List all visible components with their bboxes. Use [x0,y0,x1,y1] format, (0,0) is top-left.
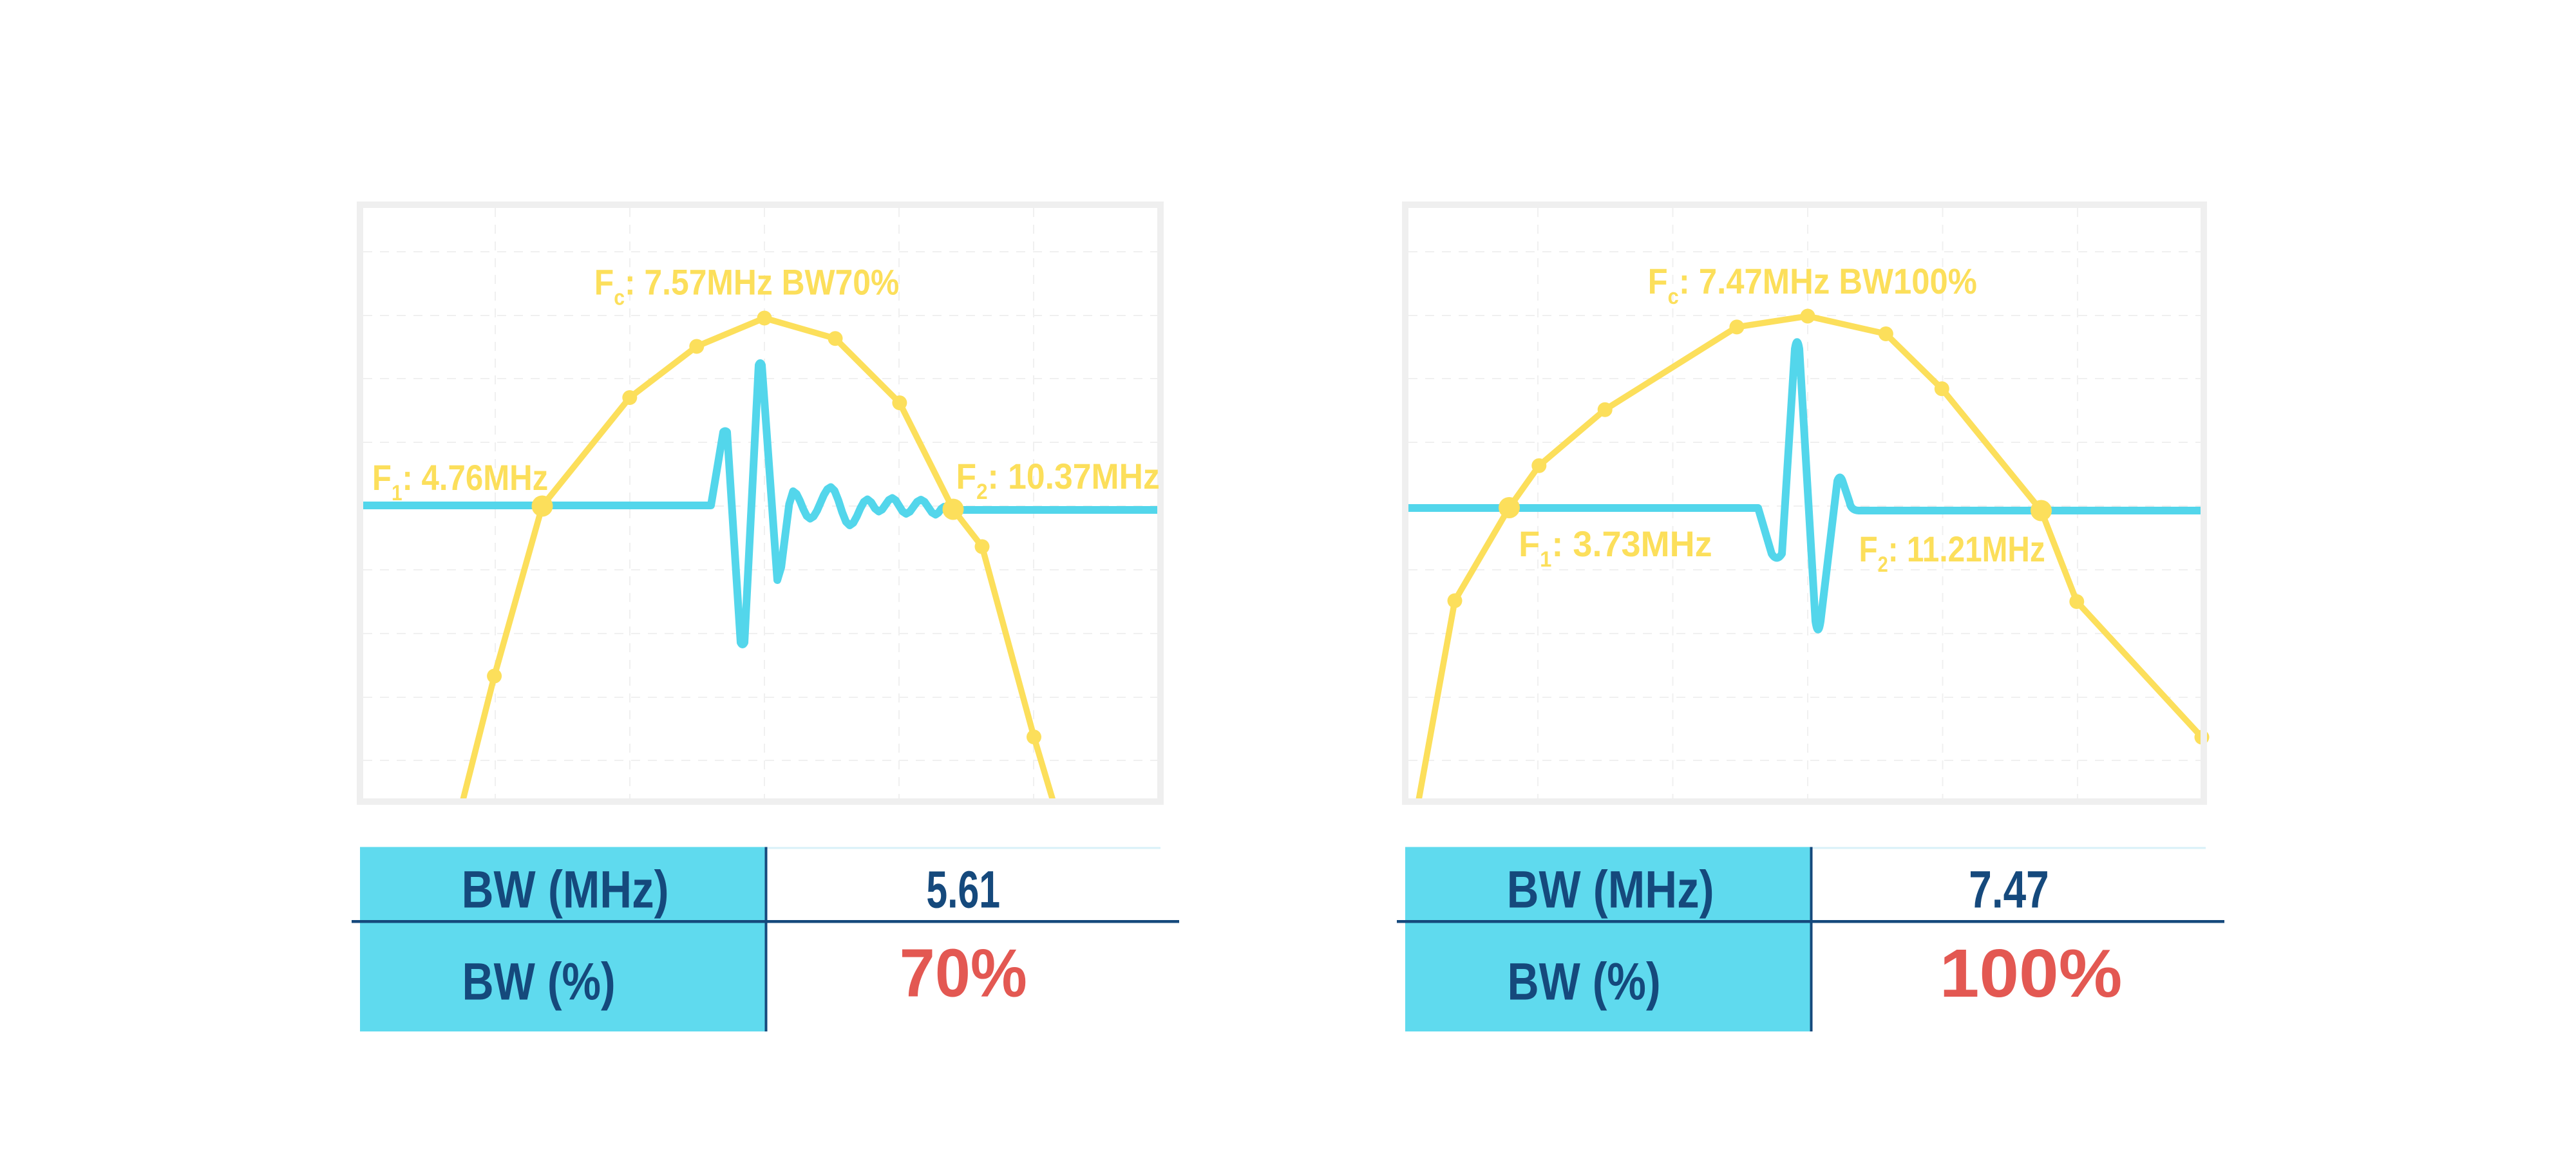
svg-text:BW (%): BW (%) [462,952,616,1011]
svg-text:70%: 70% [900,934,1027,1011]
svg-text:BW (MHz): BW (MHz) [1507,860,1714,919]
svg-text:F2: 10.37MHz: F2: 10.37MHz [956,456,1159,503]
svg-text:Fc: 7.47MHz BW100%: Fc: 7.47MHz BW100% [1648,262,1977,309]
svg-text:5.61: 5.61 [926,860,1000,919]
svg-text:F2: 11.21MHz: F2: 11.21MHz [1859,529,2045,576]
svg-text:BW (%): BW (%) [1507,952,1660,1011]
svg-text:100%: 100% [1940,935,2123,1011]
svg-text:Fc: 7.57MHz BW70%: Fc: 7.57MHz BW70% [594,263,899,310]
svg-text:BW (MHz): BW (MHz) [462,860,669,919]
svg-text:7.47: 7.47 [1969,860,2049,919]
